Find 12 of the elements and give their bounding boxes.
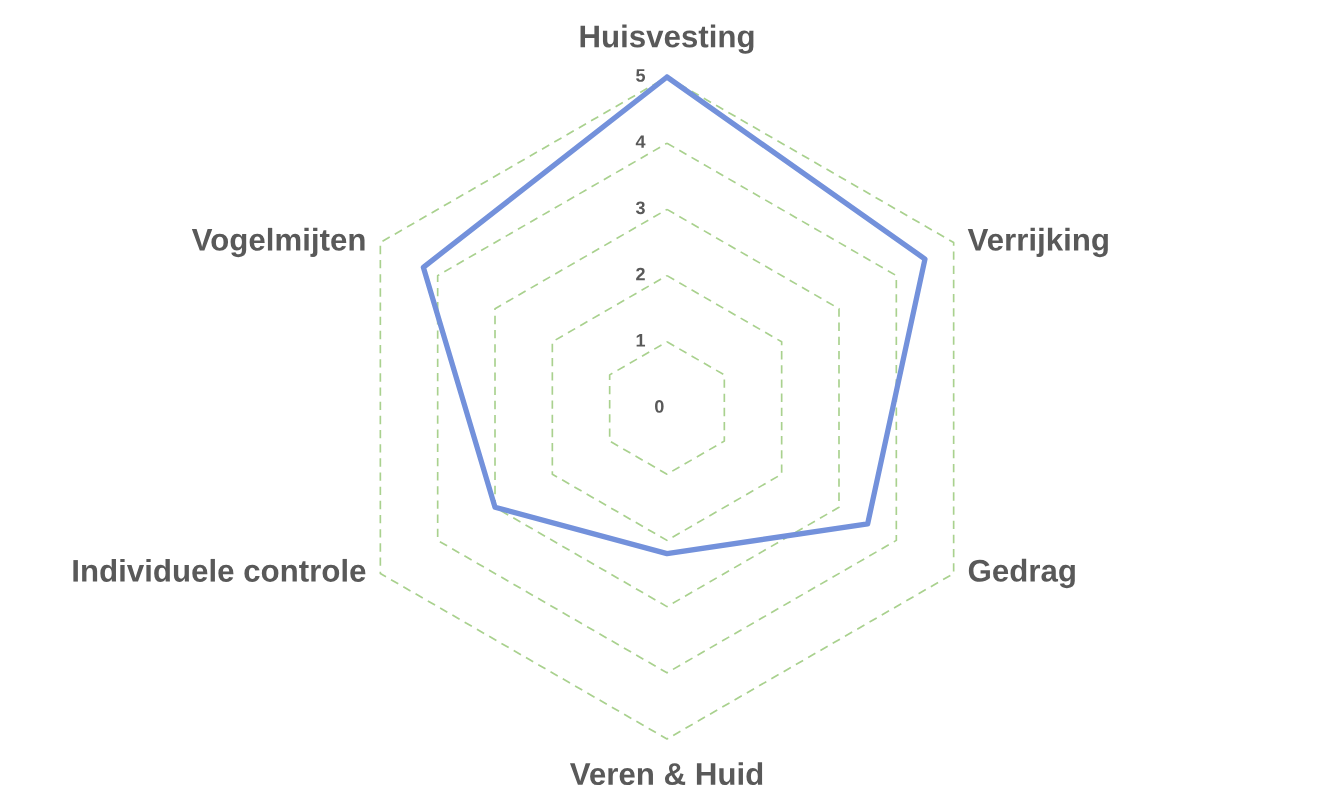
- spoke-label: Veren & Huid: [569, 762, 763, 786]
- y-tick-label: 5: [636, 69, 646, 82]
- spoke-label: Vogelmijten: [191, 227, 365, 258]
- y-tick-label: 0: [655, 400, 664, 413]
- y-tick-label: 1: [636, 334, 646, 347]
- y-tick-label: 2: [636, 267, 645, 281]
- spoke-label: Verrijking: [967, 227, 1108, 258]
- spoke-label: Huisvesting: [580, 24, 754, 54]
- y-tick-label: 4: [635, 135, 646, 148]
- spoke-label: Individuele controle: [73, 558, 366, 582]
- spoke-label: Gedrag: [968, 558, 1075, 589]
- y-tick-label: 3: [635, 201, 645, 215]
